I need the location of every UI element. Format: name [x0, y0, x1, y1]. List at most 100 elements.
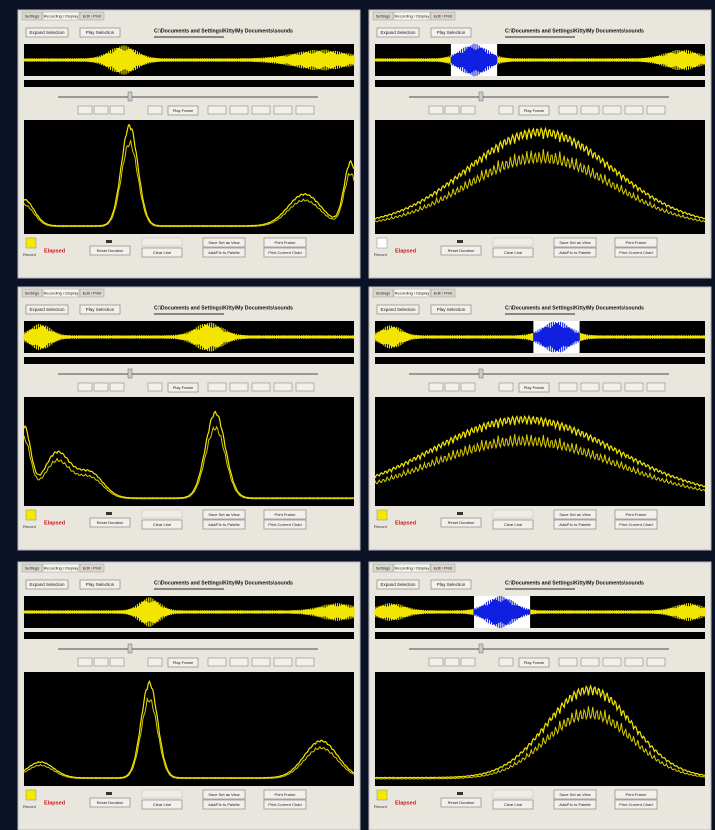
tab[interactable]	[42, 288, 80, 298]
small-button[interactable]	[646, 382, 666, 392]
button[interactable]	[614, 509, 658, 520]
small-button[interactable]	[558, 657, 578, 667]
small-button[interactable]	[229, 382, 249, 392]
button[interactable]	[202, 247, 246, 258]
small-button[interactable]	[147, 105, 163, 115]
small-button[interactable]	[498, 105, 514, 115]
tab[interactable]	[79, 288, 105, 298]
button[interactable]	[376, 579, 420, 590]
small-button[interactable]	[273, 382, 293, 392]
button[interactable]	[79, 579, 121, 590]
tab[interactable]	[42, 563, 80, 573]
tab[interactable]	[21, 11, 43, 21]
button[interactable]	[440, 245, 482, 256]
tab[interactable]	[21, 563, 43, 573]
tab[interactable]	[393, 11, 431, 21]
small-button[interactable]	[580, 657, 600, 667]
button[interactable]	[614, 789, 658, 800]
button[interactable]	[141, 799, 183, 810]
button[interactable]	[376, 304, 420, 315]
button[interactable]	[440, 517, 482, 528]
button[interactable]	[553, 799, 597, 810]
tab[interactable]	[21, 288, 43, 298]
tab[interactable]	[393, 288, 431, 298]
slider-thumb[interactable]	[127, 643, 133, 654]
small-button[interactable]	[428, 105, 444, 115]
button[interactable]	[263, 237, 307, 248]
button[interactable]	[263, 509, 307, 520]
button[interactable]	[518, 382, 550, 393]
tab[interactable]	[79, 11, 105, 21]
button[interactable]	[263, 799, 307, 810]
button[interactable]	[553, 789, 597, 800]
small-button[interactable]	[444, 657, 460, 667]
small-button[interactable]	[624, 382, 644, 392]
small-button[interactable]	[109, 657, 125, 667]
slider-thumb[interactable]	[478, 643, 484, 654]
small-button[interactable]	[646, 657, 666, 667]
small-button[interactable]	[93, 382, 109, 392]
button[interactable]	[89, 797, 131, 808]
button[interactable]	[89, 245, 131, 256]
small-button[interactable]	[460, 382, 476, 392]
small-button[interactable]	[207, 105, 227, 115]
button[interactable]	[553, 509, 597, 520]
button[interactable]	[89, 517, 131, 528]
small-button[interactable]	[624, 105, 644, 115]
small-button[interactable]	[558, 382, 578, 392]
button[interactable]	[492, 799, 534, 810]
small-button[interactable]	[580, 382, 600, 392]
small-button[interactable]	[602, 657, 622, 667]
tab[interactable]	[79, 563, 105, 573]
button[interactable]	[79, 27, 121, 38]
small-button[interactable]	[428, 382, 444, 392]
slider-thumb[interactable]	[478, 91, 484, 102]
button[interactable]	[25, 304, 69, 315]
small-button[interactable]	[77, 382, 93, 392]
button[interactable]	[553, 519, 597, 530]
button[interactable]	[167, 105, 199, 116]
button[interactable]	[167, 382, 199, 393]
button[interactable]	[518, 657, 550, 668]
small-button[interactable]	[428, 657, 444, 667]
button[interactable]	[614, 247, 658, 258]
small-button[interactable]	[460, 105, 476, 115]
button[interactable]	[263, 519, 307, 530]
slider-thumb[interactable]	[478, 368, 484, 379]
small-button[interactable]	[251, 382, 271, 392]
button[interactable]	[25, 27, 69, 38]
small-button[interactable]	[109, 382, 125, 392]
tab[interactable]	[372, 563, 394, 573]
button[interactable]	[79, 304, 121, 315]
small-button[interactable]	[498, 382, 514, 392]
small-button[interactable]	[295, 657, 315, 667]
small-button[interactable]	[251, 105, 271, 115]
tab[interactable]	[430, 11, 456, 21]
small-button[interactable]	[460, 657, 476, 667]
small-button[interactable]	[295, 382, 315, 392]
button[interactable]	[202, 237, 246, 248]
small-button[interactable]	[229, 657, 249, 667]
button[interactable]	[263, 247, 307, 258]
tab[interactable]	[372, 288, 394, 298]
small-button[interactable]	[580, 105, 600, 115]
button[interactable]	[263, 789, 307, 800]
small-button[interactable]	[93, 657, 109, 667]
button[interactable]	[141, 247, 183, 258]
button[interactable]	[202, 509, 246, 520]
button[interactable]	[141, 519, 183, 530]
button[interactable]	[430, 27, 472, 38]
button[interactable]	[492, 247, 534, 258]
button[interactable]	[614, 237, 658, 248]
small-button[interactable]	[251, 657, 271, 667]
button[interactable]	[614, 799, 658, 810]
tab[interactable]	[430, 563, 456, 573]
button[interactable]	[518, 105, 550, 116]
tab[interactable]	[430, 288, 456, 298]
small-button[interactable]	[229, 105, 249, 115]
tab[interactable]	[42, 11, 80, 21]
small-button[interactable]	[295, 105, 315, 115]
slider-thumb[interactable]	[127, 368, 133, 379]
small-button[interactable]	[109, 105, 125, 115]
button[interactable]	[553, 247, 597, 258]
